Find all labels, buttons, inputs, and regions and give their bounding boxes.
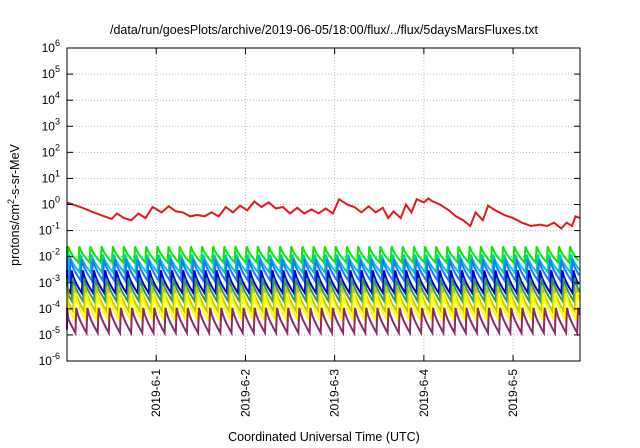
series-line [66,277,581,305]
y-tick-label: 106 [42,38,60,55]
y-tick-label: 101 [42,168,60,185]
series-line [66,307,581,337]
y-tick-label: 10-3 [39,273,60,290]
series-lines [66,197,581,337]
y-tick-label: 10-2 [39,247,60,264]
y-tick-label: 10-1 [39,221,60,238]
x-tick-label: 2019-6-5 [506,369,520,417]
series-line [66,245,580,266]
y-tick-label: 10-5 [39,325,60,342]
y-axis-label: protons/cm2-s-sr-MeV [6,143,22,265]
y-tick-label: 10-6 [39,351,60,368]
x-tick-label: 2019-6-1 [149,369,163,417]
y-tick-label: 104 [42,90,60,107]
y-tick-label: 102 [42,142,60,159]
y-tick-label: 103 [42,116,60,133]
y-axis: 10-6 10-5 10-4 10-3 10-2 10-1 100 101 102 103 104 1… [39,38,580,368]
x-tick-label: 2019-6-4 [417,369,431,417]
y-tick-label: 105 [42,64,60,81]
y-tick-label: 10-4 [39,299,60,316]
chart-title: /data/run/goesPlots/archive/2019-06-05/1… [110,23,539,37]
grid [67,48,580,361]
x-tick-label: 2019-6-2 [238,369,252,417]
x-axis: 2019-6-1 2019-6-2 2019-6-3 2019-6-4 2019-6-5 [149,48,520,417]
series-line [66,197,581,230]
series-line [66,270,580,297]
x-tick-label: 2019-6-3 [328,369,342,417]
series-line [66,254,581,276]
y-tick-label: 100 [42,195,60,212]
series-line [66,292,580,323]
series-line [66,258,581,284]
x-axis-label: Coordinated Universal Time (UTC) [228,430,420,444]
